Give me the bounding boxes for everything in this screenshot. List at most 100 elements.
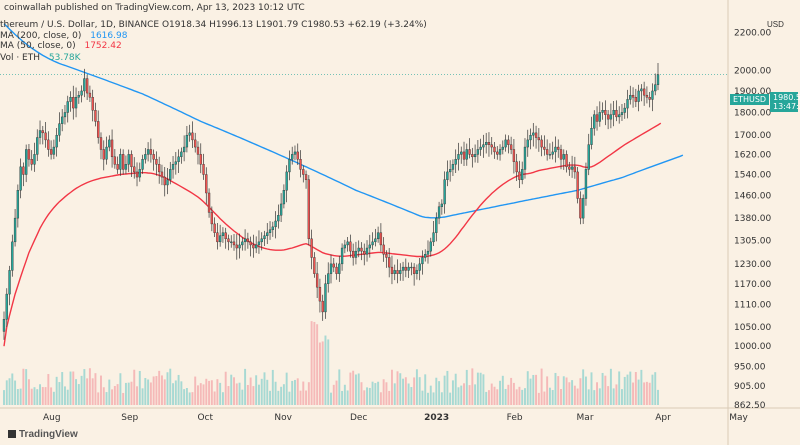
candle-body-175 [487, 142, 491, 145]
volume-bar-232 [645, 381, 648, 405]
candle-body-122 [340, 247, 344, 265]
candle-body-125 [349, 241, 352, 252]
last-price: 1980.53 [773, 93, 800, 102]
candle-body-22 [63, 112, 67, 118]
volume-bar-234 [651, 374, 654, 405]
volume-bar-36 [102, 387, 105, 405]
candle-body-146 [407, 266, 410, 271]
volume-bar-16 [47, 374, 50, 405]
candle-body-69 [194, 139, 197, 148]
ma50-path [3, 122, 662, 347]
candle-body-190 [529, 134, 532, 141]
candle-body-58 [163, 176, 166, 186]
candle-body-150 [418, 263, 421, 271]
volume-bar-67 [188, 392, 191, 405]
volume-bar-208 [579, 378, 582, 405]
candle-body-87 [243, 238, 247, 243]
candle-body-224 [623, 107, 626, 113]
volume-bar-48 [136, 386, 138, 405]
volume-bar-212 [590, 372, 593, 405]
candle-body-134 [374, 238, 377, 243]
volume-bar-114 [318, 342, 321, 405]
ma200-legend: MA (200, close, 0) 1616.98 [0, 31, 127, 41]
volume-bar-53 [149, 382, 152, 405]
price-tick-4: 1050.00 [734, 323, 771, 333]
volume-bar-18 [52, 391, 55, 405]
volume-bar-109 [305, 390, 308, 405]
candle-body-86 [241, 241, 244, 246]
candle-body-197 [548, 154, 552, 156]
price-tick-3: 1000.00 [734, 342, 771, 352]
candle-body-27 [77, 94, 80, 98]
volume-bar-47 [133, 369, 136, 405]
candle-body-24 [69, 97, 72, 102]
volume-bar-231 [643, 382, 646, 405]
volume-bar-106 [296, 378, 299, 405]
vol-label: Vol · ETH [0, 53, 40, 63]
volume-bar-190 [529, 378, 532, 405]
price-axis[interactable]: 862.50 905.00 950.00 1000.00 1050.00 1110.00 1… [734, 29, 771, 411]
volume-bar-13 [39, 384, 41, 405]
volume-bar-29 [83, 369, 86, 405]
volume-bar-152 [424, 374, 427, 405]
volume-bar-143 [399, 373, 402, 405]
volume-bar-55 [155, 376, 158, 405]
volume-bar-138 [385, 382, 388, 405]
candle-body-132 [368, 244, 371, 249]
volume-bar-132 [368, 387, 371, 405]
candle-body-54 [152, 154, 155, 160]
volume-bar-121 [338, 369, 341, 405]
volume-bar-223 [621, 389, 623, 405]
candle-body-225 [626, 99, 629, 109]
candle-body-98 [274, 220, 277, 228]
tradingview-brand: TradingView [8, 429, 78, 440]
volume-bar-93 [260, 378, 263, 405]
candle-body-3 [11, 241, 14, 271]
volume-bar-150 [418, 377, 421, 405]
volume-bar-66 [185, 387, 188, 405]
volume-bar-171 [476, 372, 479, 405]
volume-bar-210 [584, 376, 587, 405]
volume-bar-37 [105, 392, 108, 405]
volume-bar-63 [177, 374, 180, 405]
volume-bar-11 [33, 387, 36, 405]
volume-bar-221 [615, 384, 618, 405]
volume-bar-113 [316, 324, 319, 405]
candle-body-2 [8, 270, 11, 295]
volume-bar-98 [274, 381, 277, 405]
candle-body-62 [174, 161, 177, 165]
candle-body-81 [227, 238, 230, 243]
volume-bar-198 [551, 390, 554, 405]
volume-bar-23 [66, 389, 69, 405]
price-tick-10: 1460.00 [734, 192, 771, 202]
volume-bar-92 [257, 384, 260, 405]
candle-body-49 [138, 169, 141, 178]
candle-body-83 [232, 241, 236, 246]
candle-body-94 [263, 235, 266, 240]
volume-bar-9 [27, 379, 30, 405]
volume-bar-162 [451, 380, 454, 405]
volume-bar-21 [61, 372, 64, 405]
candle-body-99 [277, 215, 280, 222]
volume-bar-233 [648, 382, 651, 405]
volume-bar-167 [465, 369, 468, 405]
volume-bar-142 [396, 371, 399, 405]
volume-bar-165 [460, 385, 463, 405]
candle-body-147 [410, 266, 413, 269]
volume-bar-4 [14, 380, 17, 405]
volume-bar-128 [357, 373, 360, 405]
volume-bar-149 [415, 369, 418, 405]
volume-bar-163 [454, 373, 457, 405]
volume-bar-0 [3, 390, 5, 405]
volume-bar-151 [421, 390, 424, 405]
candle-body-74 [207, 192, 211, 213]
candle-body-31 [88, 92, 92, 98]
time-axis[interactable]: Aug Sep Oct Nov Dec 2023 Feb Mar Apr May [43, 413, 748, 423]
volume-bar-136 [379, 392, 382, 405]
candle-body-82 [230, 241, 233, 243]
candle-body-188 [523, 146, 527, 170]
candle-body-43 [121, 154, 125, 170]
volume-bar-211 [587, 389, 590, 405]
candle-body-149 [415, 270, 419, 274]
